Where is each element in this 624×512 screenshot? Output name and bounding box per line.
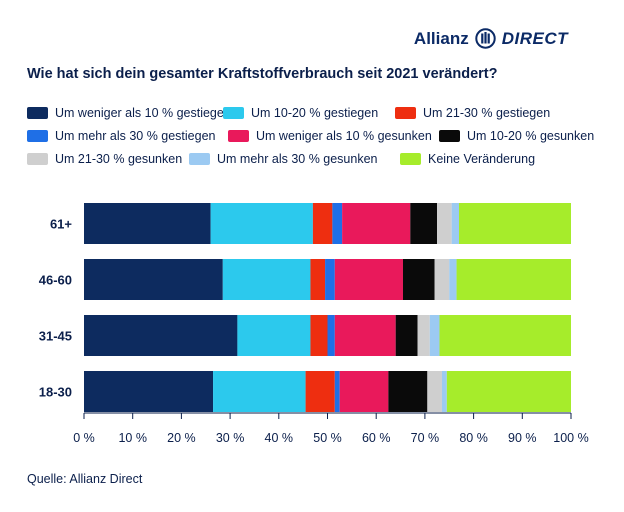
source-note: Quelle: Allianz Direct xyxy=(27,472,143,486)
bar-segment xyxy=(327,315,335,356)
x-tick-label: 0 % xyxy=(73,431,95,445)
legend-label: Um 10-20 % gesunken xyxy=(467,128,595,143)
bar-segment xyxy=(305,371,335,412)
legend-label: Keine Veränderung xyxy=(428,151,536,166)
bar-segment xyxy=(427,371,442,412)
legend-item: Um 10-20 % gestiegen xyxy=(223,106,395,120)
x-tick-label: 20 % xyxy=(167,431,196,445)
bar-segment xyxy=(410,203,438,244)
bar-segment xyxy=(84,259,223,300)
bar-segment xyxy=(334,315,396,356)
x-tick-label: 80 % xyxy=(459,431,488,445)
legend-label: Um weniger als 10 % gestiegen xyxy=(55,105,231,120)
legend-swatch xyxy=(189,152,210,165)
bar-segment xyxy=(388,371,428,412)
legend-swatch xyxy=(27,106,48,119)
x-tick-label: 70 % xyxy=(411,431,440,445)
bar-segment xyxy=(84,203,211,244)
allianz-eagle-icon xyxy=(475,28,496,49)
category-label: 61+ xyxy=(50,217,72,232)
bar-segment xyxy=(84,371,214,412)
legend-swatch xyxy=(228,129,249,142)
legend-row: Um 21-30 % gesunken Um mehr als 30 % ges… xyxy=(27,147,617,170)
legend-swatch xyxy=(400,152,421,165)
bar-segment xyxy=(395,315,418,356)
bar-segment xyxy=(429,315,440,356)
bar-segment xyxy=(456,259,571,300)
bar-segment xyxy=(237,315,311,356)
x-tick-label: 90 % xyxy=(508,431,537,445)
x-tick-label: 30 % xyxy=(216,431,245,445)
legend-label: Um mehr als 30 % gesunken xyxy=(217,151,378,166)
legend-item: Um 21-30 % gestiegen xyxy=(395,106,550,120)
legend-item: Um mehr als 30 % gestiegen xyxy=(27,129,228,143)
bar-segment xyxy=(222,259,311,300)
legend-item: Um 10-20 % gesunken xyxy=(439,129,594,143)
legend-swatch xyxy=(27,152,48,165)
bar-segment xyxy=(84,315,238,356)
bar-segment xyxy=(334,371,340,412)
chart-title: Wie hat sich dein gesamter Kraftstoffver… xyxy=(27,66,498,82)
x-tick-label: 50 % xyxy=(313,431,342,445)
x-tick-label: 100 % xyxy=(553,431,588,445)
bar-segment xyxy=(342,203,411,244)
brand-logo: Allianz DIRECT xyxy=(414,28,568,49)
x-tick-label: 60 % xyxy=(362,431,391,445)
brand-name: Allianz xyxy=(413,28,469,48)
category-label: 31-45 xyxy=(39,329,72,344)
legend-row: Um mehr als 30 % gestiegen Um weniger al… xyxy=(27,124,617,147)
x-tick-label: 10 % xyxy=(118,431,147,445)
bar-segment xyxy=(312,203,333,244)
category-label: 46-60 xyxy=(39,273,72,288)
bar-segment xyxy=(458,203,571,244)
bar-segment xyxy=(446,371,571,412)
bar-segment xyxy=(210,203,313,244)
legend-item: Keine Veränderung xyxy=(400,152,535,166)
legend-swatch xyxy=(223,106,244,119)
bar-segment xyxy=(441,371,447,412)
legend-item: Um mehr als 30 % gesunken xyxy=(189,152,400,166)
category-label: 18-30 xyxy=(39,385,72,400)
legend-item: Um weniger als 10 % gestiegen xyxy=(27,106,231,120)
bar-segment xyxy=(310,259,326,300)
bar-segment xyxy=(213,371,306,412)
legend-swatch xyxy=(27,129,48,142)
legend-swatch xyxy=(439,129,460,142)
legend-label: Um weniger als 10 % gesunken xyxy=(256,128,432,143)
bar-segment xyxy=(417,315,430,356)
brand-subtitle: DIRECT xyxy=(501,28,568,48)
bar-segment xyxy=(402,259,435,300)
bar-segment xyxy=(334,259,403,300)
bar-segment xyxy=(339,371,389,412)
legend-label: Um 21-30 % gestiegen xyxy=(423,105,551,120)
legend-label: Um 10-20 % gestiegen xyxy=(251,105,379,120)
bar-segment xyxy=(310,315,328,356)
bar-segment xyxy=(437,203,452,244)
bar-segment xyxy=(439,315,571,356)
legend-item: Um weniger als 10 % gesunken xyxy=(228,129,439,143)
legend-swatch xyxy=(395,106,416,119)
bar-segment xyxy=(332,203,343,244)
bar-segment xyxy=(451,203,459,244)
chart-legend: Um weniger als 10 % gestiegen Um 10-20 %… xyxy=(27,101,617,170)
legend-label: Um 21-30 % gesunken xyxy=(55,151,183,166)
bar-segment xyxy=(325,259,335,300)
legend-label: Um mehr als 30 % gestiegen xyxy=(55,128,216,143)
legend-row: Um weniger als 10 % gestiegen Um 10-20 %… xyxy=(27,101,617,124)
legend-item: Um 21-30 % gesunken xyxy=(27,152,189,166)
x-tick-label: 40 % xyxy=(265,431,294,445)
bar-segment xyxy=(449,259,457,300)
bar-segment xyxy=(434,259,450,300)
